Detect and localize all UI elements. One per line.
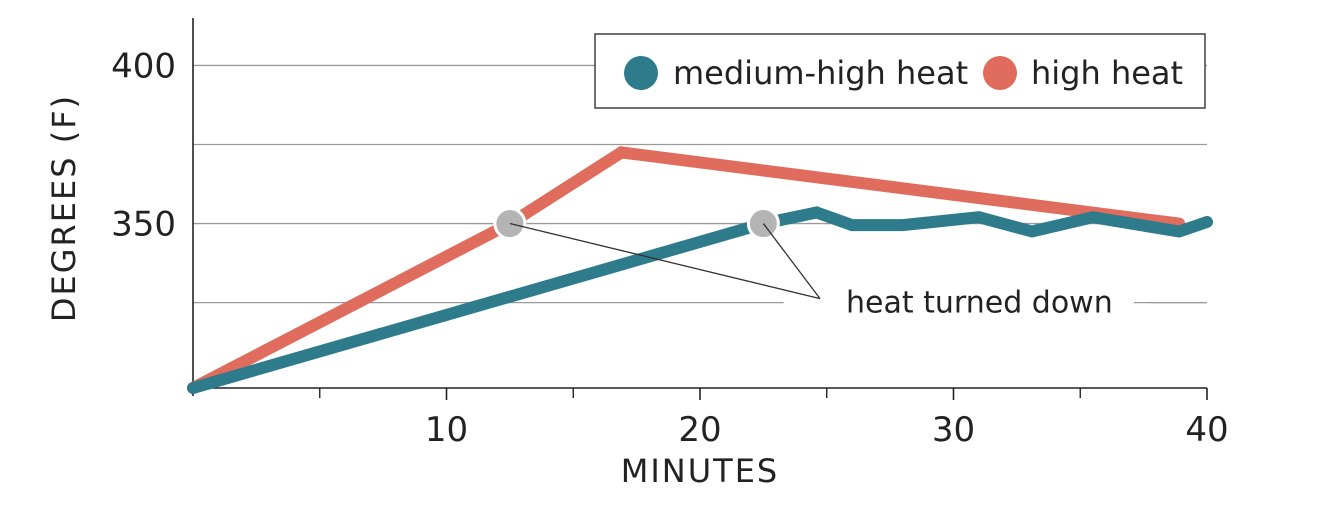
x-axis-title: MINUTES	[621, 452, 779, 490]
series-lines	[187, 146, 1213, 394]
legend-label-high-heat: high heat	[1031, 54, 1183, 92]
x-tick-label-20: 20	[678, 410, 721, 450]
series-line-medium-high-heat	[187, 206, 1213, 394]
series-line-high-heat	[187, 146, 1186, 394]
y-axis-title: DEGREES (F)	[45, 94, 83, 322]
x-tick-label-10: 10	[425, 410, 468, 450]
legend-swatch-high-heat	[983, 56, 1017, 90]
x-tick-label-30: 30	[932, 410, 975, 450]
legend-swatch-medium-high-heat	[624, 56, 658, 90]
annotation-group: heat turned down	[509, 222, 1207, 325]
annotation-label: heat turned down	[846, 286, 1113, 321]
annotation-leader-1	[509, 222, 821, 300]
annotation-background	[783, 278, 1134, 325]
annotation-leader-2	[762, 223, 821, 300]
legend-label-medium-high-heat: medium-high heat	[673, 54, 968, 92]
axes: 10 20 30 40 350 400 MINUTES DEGREES (F)	[45, 18, 1229, 490]
legend-box	[594, 33, 1206, 109]
x-tick-label-40: 40	[1185, 410, 1228, 450]
y-tick-label-400: 400	[111, 46, 176, 86]
y-tick-label-350: 350	[111, 205, 176, 245]
legend: medium-high heat high heat	[594, 33, 1206, 109]
